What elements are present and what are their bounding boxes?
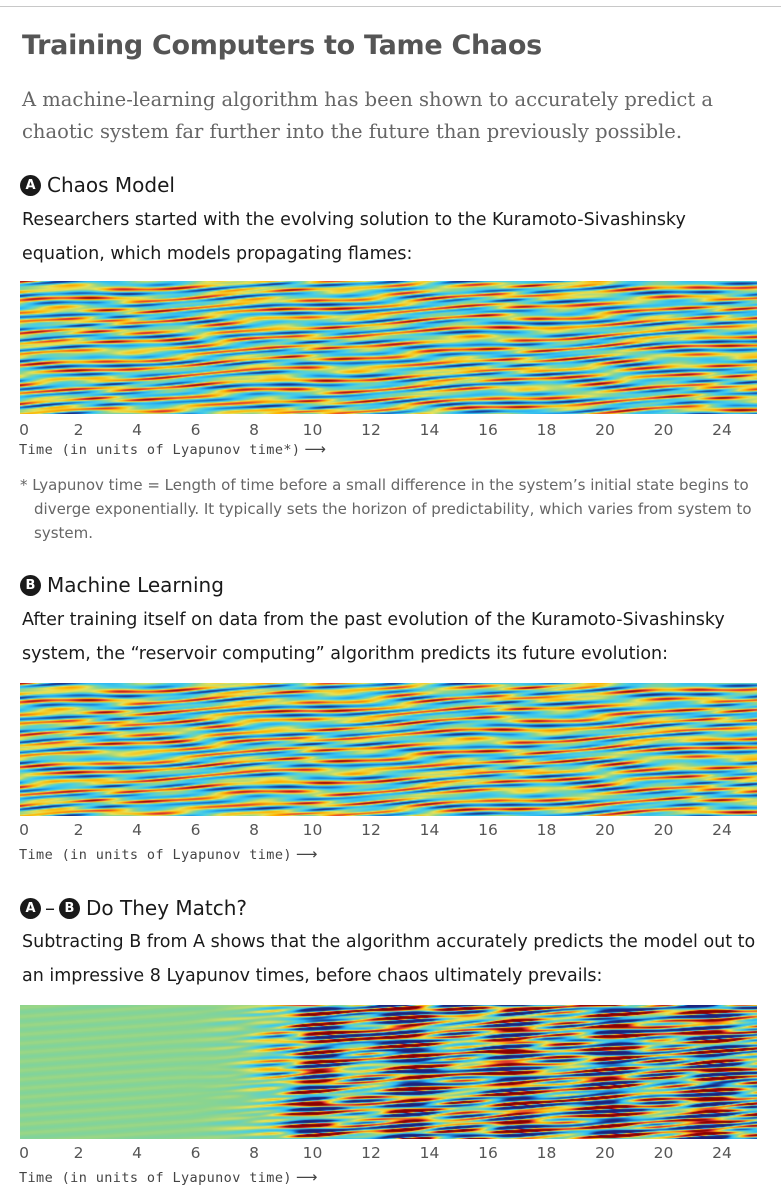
chart-ab-heatmap <box>20 1005 757 1139</box>
chart-a-plot <box>20 281 757 414</box>
section-ab-heading: A – B Do They Match? <box>20 896 247 920</box>
x-tick-label: 6 <box>190 1144 201 1162</box>
x-tick-label: 6 <box>190 821 201 839</box>
x-tick-label: 8 <box>249 1144 259 1162</box>
page-title: Training Computers to Tame Chaos <box>22 30 542 61</box>
x-tick-label: 14 <box>419 421 440 439</box>
x-tick-label: 24 <box>712 421 732 439</box>
x-tick-label: 16 <box>478 421 498 439</box>
x-tick-label: 20 <box>595 421 615 439</box>
x-tick-label: 4 <box>132 421 142 439</box>
section-b-heading: B Machine Learning <box>20 573 224 597</box>
x-tick-label: 24 <box>712 1144 732 1162</box>
section-ab-description: Subtracting B from A shows that the algo… <box>22 932 756 986</box>
x-tick-label: 20 <box>653 821 674 839</box>
x-tick-label: 12 <box>361 821 381 839</box>
x-tick-label: 20 <box>595 821 615 839</box>
chart-a-x-axis-label: Time (in units of Lyapunov time*) ⟶ <box>19 440 327 458</box>
x-tick-label: 20 <box>653 1144 674 1162</box>
x-tick-label: 18 <box>536 821 557 839</box>
chart-b-plot <box>20 683 757 816</box>
section-a-heading: A Chaos Model <box>20 173 175 197</box>
section-a-description: Researchers started with the evolving so… <box>22 210 686 264</box>
x-tick-label: 6 <box>190 421 201 439</box>
chart-b-x-ticks: 0 2 4 6 8 10 12 14 16 18 20 20 24 <box>19 821 757 839</box>
x-tick-label: 4 <box>132 1144 142 1162</box>
x-tick-label: 12 <box>361 421 381 439</box>
chart-ab-plot <box>20 1005 757 1139</box>
chart-b-x-axis-label: Time (in units of Lyapunov time) ⟶ <box>19 845 318 863</box>
x-tick-label: 18 <box>536 421 557 439</box>
x-tick-label: 2 <box>73 1144 84 1162</box>
x-tick-label: 10 <box>302 421 323 439</box>
x-tick-label: 2 <box>73 421 84 439</box>
x-tick-label: 0 <box>19 421 29 439</box>
chart-b-heatmap <box>20 683 757 816</box>
x-tick-label: 10 <box>302 1144 323 1162</box>
x-tick-label: 10 <box>302 821 323 839</box>
x-tick-label: 20 <box>595 1144 615 1162</box>
x-tick-label: 16 <box>478 821 498 839</box>
chart-ab-x-axis-label: Time (in units of Lyapunov time) ⟶ <box>19 1168 318 1186</box>
x-tick-label: 4 <box>132 821 142 839</box>
section-b-title: Machine Learning <box>47 573 224 597</box>
section-ab-title: Do They Match? <box>86 896 248 920</box>
chart-a-x-ticks: 0 2 4 6 8 10 12 14 16 18 20 20 24 <box>19 421 757 439</box>
section-ab-badge-b: B <box>59 897 80 919</box>
x-tick-label: 0 <box>19 1144 29 1162</box>
chart-ab-x-ticks: 0 2 4 6 8 10 12 14 16 18 20 20 24 <box>19 1144 757 1162</box>
x-tick-label: 12 <box>361 1144 381 1162</box>
x-tick-label: 18 <box>536 1144 557 1162</box>
x-tick-label: 24 <box>712 821 732 839</box>
chart-a-heatmap <box>20 281 757 414</box>
x-tick-label: 14 <box>419 1144 440 1162</box>
top-rule <box>0 6 781 7</box>
page-subtitle: A machine-learning algorithm has been sh… <box>22 88 713 143</box>
x-tick-label: 2 <box>73 821 84 839</box>
section-ab-badge-a: A <box>20 897 41 919</box>
x-tick-label: 20 <box>653 421 674 439</box>
section-b-badge: B <box>20 574 41 596</box>
x-tick-label: 14 <box>419 821 440 839</box>
x-tick-label: 8 <box>249 421 259 439</box>
section-a-title: Chaos Model <box>47 173 175 197</box>
x-tick-label: 0 <box>19 821 29 839</box>
x-tick-label: 8 <box>249 821 259 839</box>
x-tick-label: 16 <box>478 1144 498 1162</box>
section-b-description: After training itself on data from the p… <box>22 610 725 664</box>
section-ab-dash: – <box>45 896 55 920</box>
section-a-badge: A <box>20 174 41 196</box>
lyapunov-footnote: * Lyapunov time = Length of time before … <box>20 476 752 542</box>
